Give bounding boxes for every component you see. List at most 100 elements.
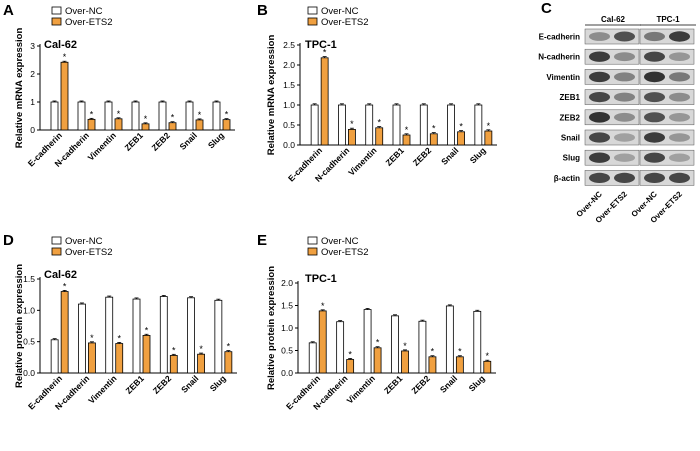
blot-band bbox=[589, 71, 610, 83]
chart-e-legend-swatch-over-nc bbox=[307, 236, 318, 245]
chart-e-significance: * bbox=[348, 349, 352, 359]
chart-b-bar-over-ets2 bbox=[375, 127, 384, 146]
chart-b-ytick-label: 1.5 bbox=[283, 80, 295, 90]
chart-d-ylabel: Relative protein expression bbox=[14, 264, 25, 388]
chart-d-category-label: Vimentin bbox=[86, 373, 118, 405]
blot-band bbox=[669, 172, 690, 183]
blot-band bbox=[614, 112, 635, 122]
chart-e-ylabel: Relative protein expression bbox=[266, 266, 277, 390]
blot-protein-label: Vimentin bbox=[546, 73, 580, 82]
chart-b-category-label: ZEB1 bbox=[383, 145, 406, 168]
chart-e-category-label: Snail bbox=[438, 373, 459, 394]
blot-band bbox=[644, 92, 665, 103]
blot-protein-label: E-cadherin bbox=[539, 33, 580, 42]
chart-b-title: TPC-1 bbox=[305, 39, 337, 51]
chart-b-category-label: ZEB2 bbox=[411, 145, 434, 168]
chart-b-ytick-label: 2.5 bbox=[283, 40, 295, 50]
chart-d-bar-over-ets2 bbox=[115, 343, 124, 374]
chart-a-significance: * bbox=[117, 109, 121, 119]
chart-e-category-label: Slug bbox=[467, 373, 487, 393]
chart-e-bar-over-nc bbox=[363, 309, 372, 374]
chart-d-bar-over-nc bbox=[159, 296, 168, 374]
chart-a-legend-swatch-over-nc bbox=[51, 6, 62, 15]
blot-band bbox=[644, 132, 665, 143]
chart-b-bar-over-ets2 bbox=[348, 128, 356, 146]
blot-band bbox=[614, 172, 635, 183]
chart-b-bar-over-nc bbox=[365, 104, 374, 146]
chart-a-title: Cal-62 bbox=[44, 39, 77, 51]
blot-band bbox=[589, 112, 610, 123]
chart-a-bar-over-ets2 bbox=[87, 118, 96, 131]
panel-letter-a: A bbox=[3, 2, 14, 19]
chart-a-significance: * bbox=[63, 52, 67, 62]
chart-e-bar-over-nc bbox=[445, 305, 454, 374]
chart-a-bar-over-nc bbox=[131, 101, 140, 131]
chart-a-category-label: ZEB2 bbox=[149, 130, 172, 153]
blot-band bbox=[669, 92, 690, 102]
chart-a-bar-over-nc bbox=[158, 101, 167, 131]
blot-protein-label: ZEB1 bbox=[560, 93, 581, 102]
chart-d-ytick-label: 0.0 bbox=[23, 368, 35, 378]
chart-d-ytick-label: 1.0 bbox=[23, 305, 35, 315]
chart-d-bar-over-nc bbox=[187, 297, 195, 374]
blot-cell-line-tpc1: TPC-1 bbox=[656, 15, 680, 24]
chart-a-category-label: Slug bbox=[206, 130, 226, 150]
chart-e-bar-over-nc bbox=[418, 320, 427, 374]
panel-letter-c: C bbox=[541, 0, 552, 17]
chart-b-legend-swatch-over-ets2 bbox=[307, 17, 318, 26]
blot-band bbox=[644, 71, 665, 83]
chart-a-legend-swatch-over-ets2 bbox=[51, 17, 62, 26]
blot-band bbox=[589, 172, 610, 183]
chart-a-bar-over-ets2 bbox=[114, 118, 123, 131]
chart-e-category-label: ZEB2 bbox=[409, 373, 432, 396]
chart-a-significance: * bbox=[225, 110, 229, 120]
chart-a-bar-over-ets2 bbox=[168, 122, 177, 131]
chart-e-significance: * bbox=[431, 347, 435, 357]
blot-band bbox=[614, 153, 635, 162]
chart-a-bar-over-nc bbox=[50, 101, 59, 131]
chart-e-bar-over-ets2 bbox=[455, 356, 464, 374]
chart-b-significance: * bbox=[487, 121, 491, 131]
blot-protein-label: ZEB2 bbox=[560, 113, 581, 122]
blot-band bbox=[644, 31, 665, 42]
chart-d-ytick-label: 1.5 bbox=[23, 274, 35, 284]
chart-d-bar-over-ets2 bbox=[169, 355, 178, 374]
chart-d-category-label: Slug bbox=[208, 373, 228, 393]
chart-d-significance: * bbox=[145, 325, 149, 335]
chart-d-significance: * bbox=[63, 281, 67, 291]
blot-band bbox=[669, 153, 690, 162]
chart-b-bar-over-nc bbox=[310, 104, 319, 146]
blot-band bbox=[589, 51, 610, 62]
chart-e-legend-swatch-over-ets2 bbox=[307, 247, 318, 256]
chart-a-ytick-label: 3 bbox=[30, 41, 35, 51]
chart-b-category-label: Snail bbox=[439, 145, 460, 166]
chart-a-significance: * bbox=[198, 110, 202, 120]
chart-d-bar-over-ets2 bbox=[224, 351, 233, 374]
chart-d-bar-over-ets2 bbox=[197, 353, 205, 374]
chart-d-ytick-label: 0.5 bbox=[23, 337, 35, 347]
blot-band bbox=[644, 112, 665, 123]
chart-a-ytick-label: 2 bbox=[30, 69, 35, 79]
chart-b-significance: * bbox=[350, 119, 354, 129]
chart-a-legend-label: Over-ETS2 bbox=[65, 17, 113, 28]
chart-a-bar-over-ets2 bbox=[141, 123, 150, 131]
chart-d-significance: * bbox=[199, 344, 203, 354]
chart-e-tpc1-protein: 0.0 0.5 1.0 1.5 2.0 Relative protein expressi… bbox=[266, 236, 496, 412]
chart-a-category-label: Vimentin bbox=[86, 130, 118, 162]
blot-band bbox=[589, 32, 610, 41]
chart-b-ytick-label: 2.0 bbox=[283, 60, 295, 70]
chart-d-bar-over-nc bbox=[78, 303, 86, 374]
chart-d-bar-over-nc bbox=[214, 299, 223, 374]
chart-e-ytick-label: 0.0 bbox=[281, 368, 293, 378]
chart-a-bar-over-nc bbox=[212, 101, 221, 131]
chart-d-legend-label: Over-ETS2 bbox=[65, 247, 113, 258]
chart-b-legend-label: Over-NC bbox=[321, 6, 359, 17]
blot-band bbox=[669, 113, 690, 122]
chart-d-bar-over-ets2 bbox=[88, 342, 96, 374]
blot-band bbox=[589, 92, 610, 103]
chart-e-ytick-label: 2.0 bbox=[281, 278, 293, 288]
blot-protein-label: Slug bbox=[563, 154, 580, 163]
chart-b-bar-over-ets2 bbox=[402, 134, 411, 146]
